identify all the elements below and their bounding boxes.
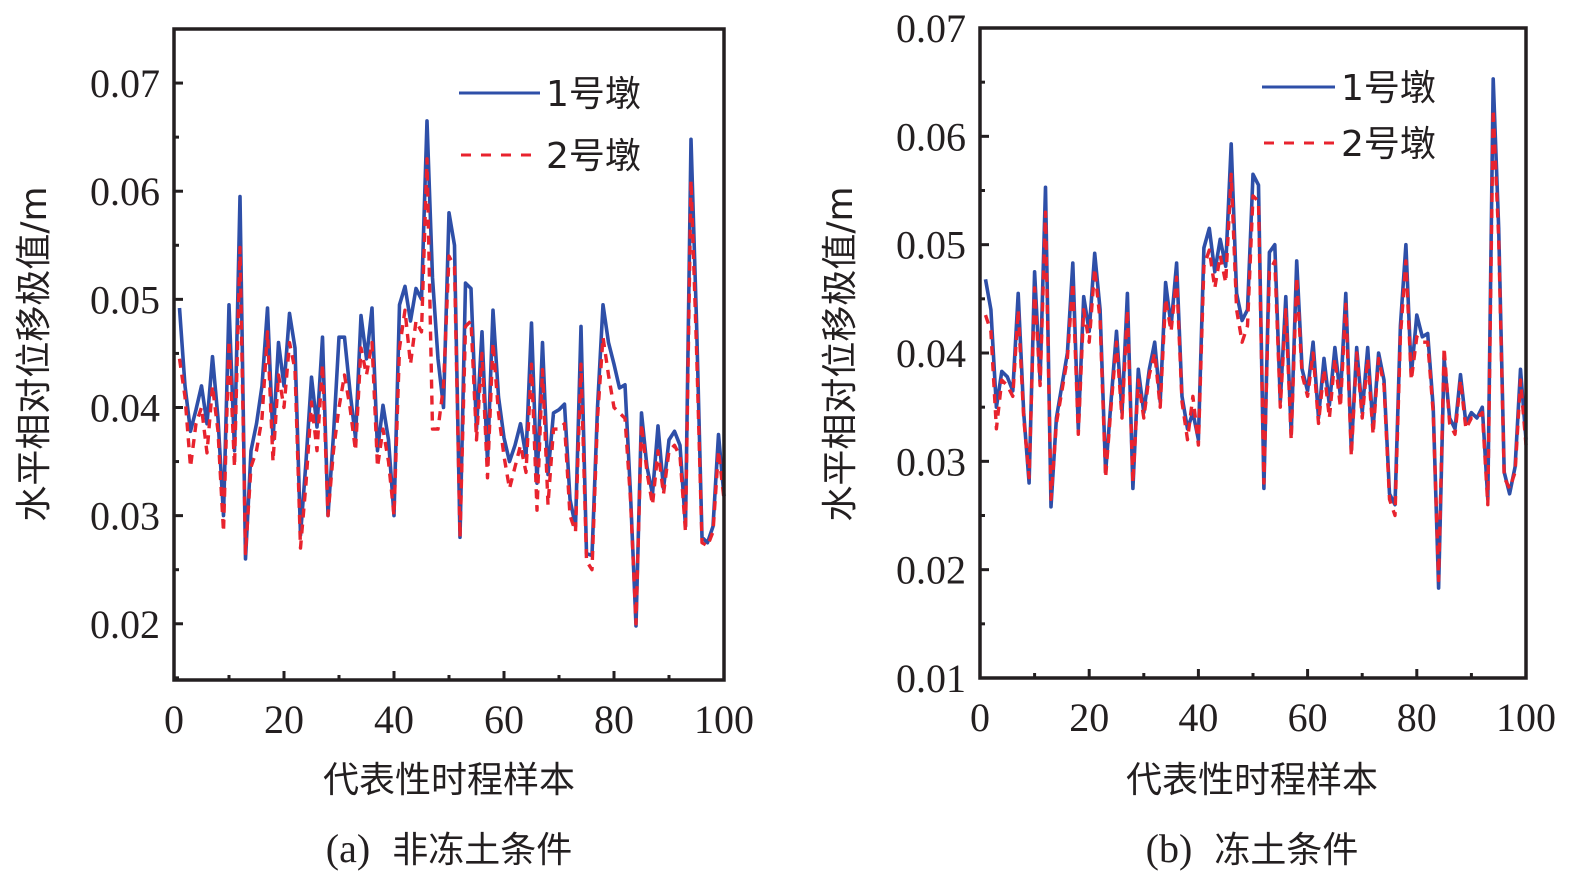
chart-b: 0 20 40 60 80 100 0.01 0.02 0.03 0.04 0.05 0.06 0.07… <box>820 6 1556 871</box>
chart-b-xtick-label: 40 <box>1178 695 1218 740</box>
chart-a-xlabel: 代表性时程样本 <box>323 760 575 801</box>
chart-a-frame <box>172 27 726 682</box>
chart-a-xtick-label: 40 <box>374 697 414 742</box>
chart-b-caption-prefix: (b) <box>1146 826 1193 871</box>
chart-b-ytick-label: 0.02 <box>896 548 966 593</box>
chart-a-ytick-label: 0.04 <box>90 385 160 430</box>
chart-b-caption-text: 冻土条件 <box>1214 830 1358 871</box>
chart-a-legend-label-1: 1号墩 <box>546 74 641 115</box>
chart-a-xtick-label: 80 <box>594 697 634 742</box>
chart-a: 0 20 40 60 80 100 0.02 0.03 0.04 0.05 0.06 0.07 水平相… <box>14 27 754 871</box>
chart-b-tick-labels: 0 20 40 60 80 100 0.01 0.02 0.03 0.04 0.05 0.06 0.07 <box>896 6 1556 740</box>
chart-b-ytick-label: 0.03 <box>896 439 966 484</box>
chart-b-ticks <box>980 80 1473 678</box>
chart-a-ytick-label: 0.06 <box>90 169 160 214</box>
chart-b-xlabel: 代表性时程样本 <box>1126 760 1378 801</box>
chart-b-xtick-label: 20 <box>1069 695 1109 740</box>
chart-b-xtick-label: 100 <box>1496 695 1556 740</box>
chart-b-series-2-line <box>983 107 1528 583</box>
chart-b-ytick-label: 0.07 <box>896 6 966 51</box>
chart-a-xtick-label: 60 <box>484 697 524 742</box>
chart-b-ytick-label: 0.01 <box>896 656 966 701</box>
chart-b-xtick-label: 80 <box>1397 695 1437 740</box>
chart-b-ytick-label: 0.05 <box>896 223 966 268</box>
chart-b-legend-label-1: 1号墩 <box>1341 68 1436 109</box>
chart-a-ytick-label: 0.03 <box>90 494 160 539</box>
chart-b-legend: 1号墩 2号墩 <box>1262 68 1436 165</box>
chart-a-xtick-label: 100 <box>694 697 754 742</box>
chart-a-tick-labels: 0 20 40 60 80 100 0.02 0.03 0.04 0.05 0.06 0.07 <box>90 61 754 742</box>
chart-b-xtick-label: 0 <box>970 695 990 740</box>
chart-b-lines <box>983 77 1528 590</box>
chart-b-caption: (b) 冻土条件 <box>1146 826 1359 871</box>
chart-a-ytick-label: 0.05 <box>90 277 160 322</box>
chart-b-xtick-label: 60 <box>1288 695 1328 740</box>
chart-a-series-1-line <box>177 119 726 628</box>
chart-b-ytick-label: 0.06 <box>896 114 966 159</box>
chart-a-caption-text: 非冻土条件 <box>392 830 572 871</box>
chart-b-ylabel: 水平相对位移极值/m <box>820 186 861 521</box>
chart-a-xtick-label: 20 <box>264 697 304 742</box>
chart-a-ytick-label: 0.07 <box>90 61 160 106</box>
chart-a-legend-label-2: 2号墩 <box>546 136 641 177</box>
chart-b-legend-label-2: 2号墩 <box>1341 124 1436 165</box>
chart-a-ticks <box>174 81 671 680</box>
chart-a-ytick-label: 0.02 <box>90 602 160 647</box>
chart-a-legend: 1号墩 2号墩 <box>459 74 641 177</box>
chart-b-ytick-label: 0.04 <box>896 331 966 376</box>
chart-a-caption: (a) 非冻土条件 <box>326 826 572 871</box>
chart-a-lines <box>177 119 726 628</box>
chart-b-series-1-line <box>983 77 1528 590</box>
chart-a-xtick-label: 0 <box>164 697 184 742</box>
chart-a-series-2-line <box>177 157 726 626</box>
chart-a-caption-prefix: (a) <box>326 826 370 871</box>
chart-a-ylabel: 水平相对位移极值/m <box>14 186 55 521</box>
